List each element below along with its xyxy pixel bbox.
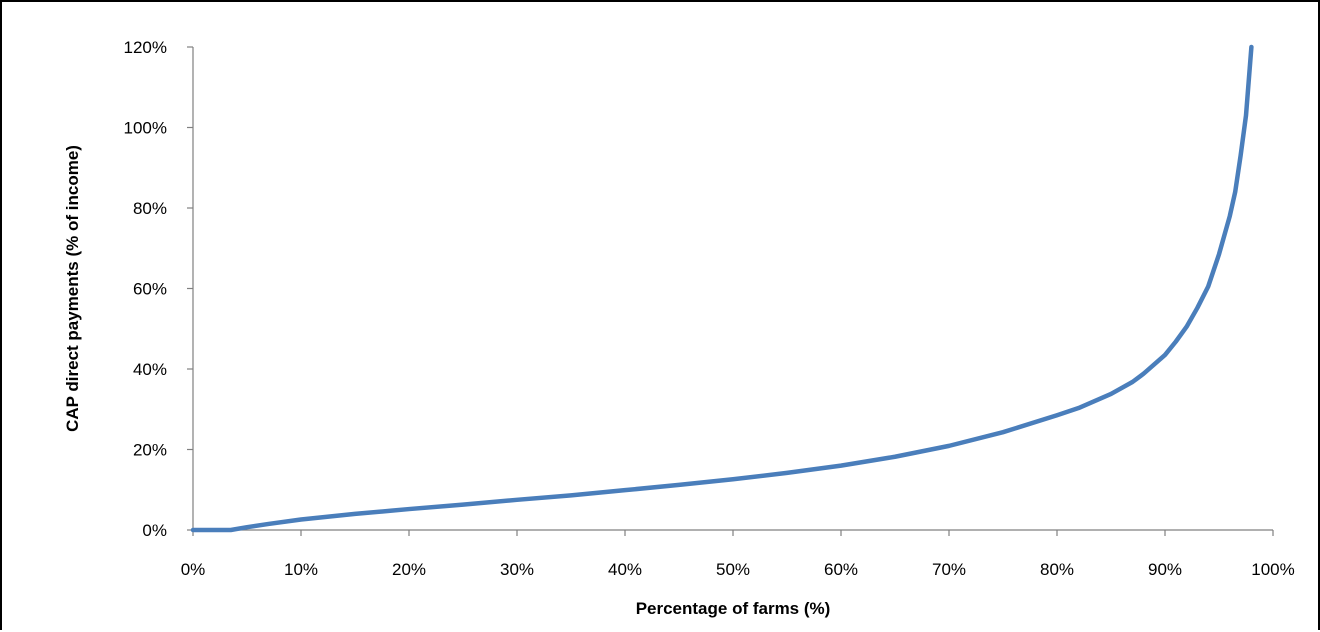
x-tick-label: 0% <box>181 560 206 579</box>
x-tick-label: 50% <box>716 560 750 579</box>
y-tick-label: 80% <box>133 199 167 218</box>
y-tick-label: 0% <box>142 521 167 540</box>
y-tick-label: 100% <box>124 119 167 138</box>
x-tick-label: 40% <box>608 560 642 579</box>
x-axis: 0% 10% 20% 30% 40% 50% 60% 70% 80% 90% 100% <box>181 529 1295 579</box>
x-tick-label: 90% <box>1148 560 1182 579</box>
y-tick-label: 60% <box>133 280 167 299</box>
y-tick-label: 120% <box>124 38 167 57</box>
x-tick-label: 30% <box>500 560 534 579</box>
y-tick-label: 40% <box>133 360 167 379</box>
x-tick-label: 10% <box>284 560 318 579</box>
y-tick-label: 20% <box>133 441 167 460</box>
x-axis-title: Percentage of farms (%) <box>636 599 831 618</box>
x-tick-label: 20% <box>392 560 426 579</box>
y-axis-title: CAP direct payments (% of income) <box>63 145 82 432</box>
series-group <box>190 44 1254 533</box>
x-tick-label: 100% <box>1251 560 1294 579</box>
x-tick-label: 80% <box>1040 560 1074 579</box>
series-line <box>190 44 1254 533</box>
x-tick-label: 70% <box>932 560 966 579</box>
y-axis: 0% 20% 40% 60% 80% 100% 120% <box>124 38 194 540</box>
x-tick-label: 60% <box>824 560 858 579</box>
